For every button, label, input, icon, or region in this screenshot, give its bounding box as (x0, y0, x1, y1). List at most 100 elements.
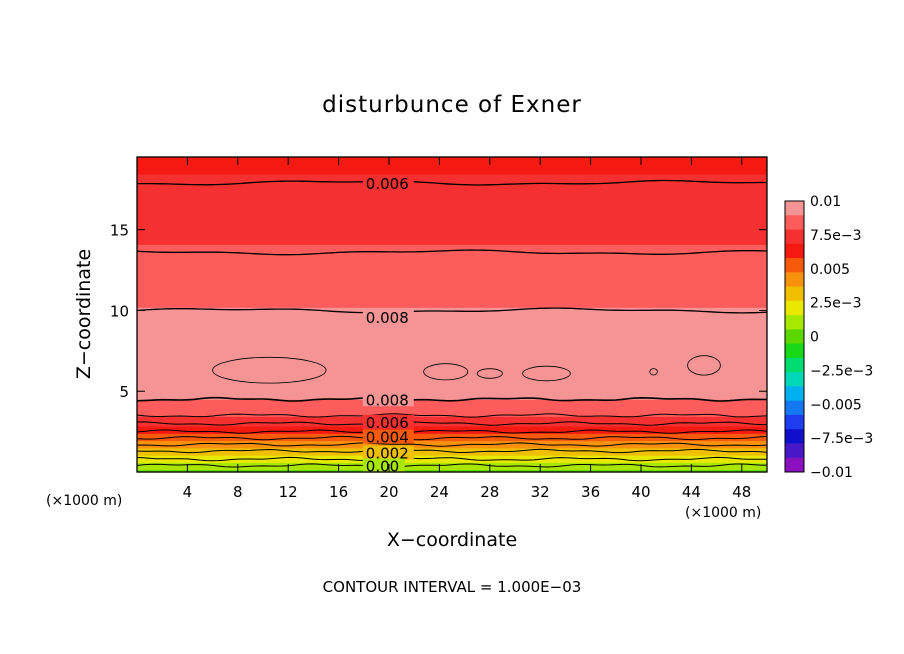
contour-fill-band (137, 452, 767, 456)
contour-fill-band (137, 442, 767, 446)
colorbar-swatch (785, 272, 804, 287)
contour-fill-band (137, 333, 767, 337)
contour-fill-band (137, 159, 767, 163)
contour-fill-band (137, 413, 767, 417)
max-value-region (522, 365, 571, 382)
contour-fill-band (137, 438, 767, 442)
colorbar-swatch (785, 414, 804, 430)
contour-fill-band (137, 404, 767, 408)
colorbar-swatch (785, 243, 804, 259)
contour-fill-band (137, 304, 767, 308)
contour-label-background (362, 445, 414, 460)
contour-fill-band (137, 207, 767, 211)
contour-fill-band (137, 353, 767, 357)
contour-fill-band (137, 324, 767, 328)
contour-fill-band (137, 418, 767, 422)
contour-fill-band (137, 319, 767, 323)
contour-fill-band (137, 285, 767, 289)
contour-fill-band (137, 321, 767, 325)
contour-fill-band (137, 244, 767, 248)
contour-fill-band (137, 307, 767, 311)
x-tick-label: 44 (682, 483, 701, 501)
max-value-region (649, 368, 658, 376)
contour-fill-band (137, 358, 767, 362)
contour-fill-band (137, 387, 767, 391)
contour-line (136, 421, 767, 426)
contour-fill-band (137, 217, 767, 221)
colorbar-swatch (785, 201, 804, 216)
x-tick-label: 36 (581, 483, 600, 501)
contour-fill-band (137, 467, 767, 471)
contour-line (136, 435, 768, 441)
contour-line (136, 307, 768, 314)
contour-fill-band (137, 195, 767, 199)
contour-fill-band (137, 382, 767, 386)
contour-fill-band (137, 331, 767, 335)
plot-frame (136, 156, 768, 473)
contour-fill-band (137, 290, 767, 294)
contour-line (136, 448, 768, 454)
contour-line (136, 413, 768, 418)
contour-line (136, 463, 768, 468)
contour-fill-band (137, 234, 767, 238)
contour-line (136, 442, 768, 447)
colorbar-label: −2.5e−3 (810, 363, 873, 379)
contour-fill-band (137, 336, 767, 340)
colorbar-label: −7.5e−3 (810, 431, 873, 447)
contour-fill-band (137, 222, 767, 226)
contour-fill-band (137, 173, 767, 177)
contour-label: 0.006 (366, 175, 409, 193)
contour-fill-band (137, 203, 767, 207)
x-tick-label: 24 (430, 483, 449, 501)
contour-fill-band (137, 428, 767, 432)
contour-fill-band (137, 176, 767, 180)
colorbar-swatch (785, 229, 804, 245)
contour-fill-band (137, 299, 767, 303)
contour-fill-band (137, 416, 767, 420)
y-tick-label: 15 (110, 222, 129, 240)
contour-fill-band (137, 292, 767, 296)
contour-fill-band (137, 430, 767, 434)
x-unit-right: (×1000 m) (685, 505, 761, 521)
contour-fill-band (137, 409, 767, 413)
colorbar-swatch (785, 258, 804, 273)
contour-fill-band (137, 164, 767, 168)
contour-line (136, 396, 768, 402)
contour-fill-band (137, 440, 767, 444)
contour-fill-band (137, 224, 767, 228)
contour-interval-note: CONTOUR INTERVAL = 1.000E−03 (323, 578, 582, 596)
contour-fill-band (137, 183, 767, 187)
colorbar-swatch (785, 300, 804, 316)
contour-fill-band (137, 396, 767, 400)
contour-label: 0.006 (366, 414, 409, 432)
contour-fill-band (137, 360, 767, 364)
contour-fill-band (137, 394, 767, 398)
contour-fill-band (137, 236, 767, 240)
x-tick-label: 4 (183, 483, 193, 501)
y-tick-label: 10 (110, 302, 129, 320)
contour-fill-band (137, 241, 767, 245)
contour-label-background (362, 175, 414, 190)
colorbar-swatch (785, 386, 804, 402)
x-tick-label: 40 (631, 483, 650, 501)
contour-fill-band (137, 459, 767, 463)
contour-label: 0.00 (366, 458, 399, 476)
max-value-region (212, 356, 327, 384)
contour-fill-band (137, 455, 767, 459)
contour-label-background (362, 429, 414, 444)
contour-fill-band (137, 232, 767, 236)
contour-fill-band (137, 239, 767, 243)
colorbar-swatch (785, 286, 804, 302)
contour-fill-band (137, 268, 767, 272)
max-value-region (687, 355, 721, 376)
contour-fill-band (137, 186, 767, 190)
x-tick-label: 12 (279, 483, 298, 501)
contour-fill-band (137, 447, 767, 451)
contour-fill-band (137, 227, 767, 231)
contour-label-background (362, 414, 414, 429)
contour-fill-band (137, 297, 767, 301)
colorbar-swatch (785, 429, 804, 444)
contour-fill-band (137, 246, 767, 250)
contour-fill-band (137, 251, 767, 255)
